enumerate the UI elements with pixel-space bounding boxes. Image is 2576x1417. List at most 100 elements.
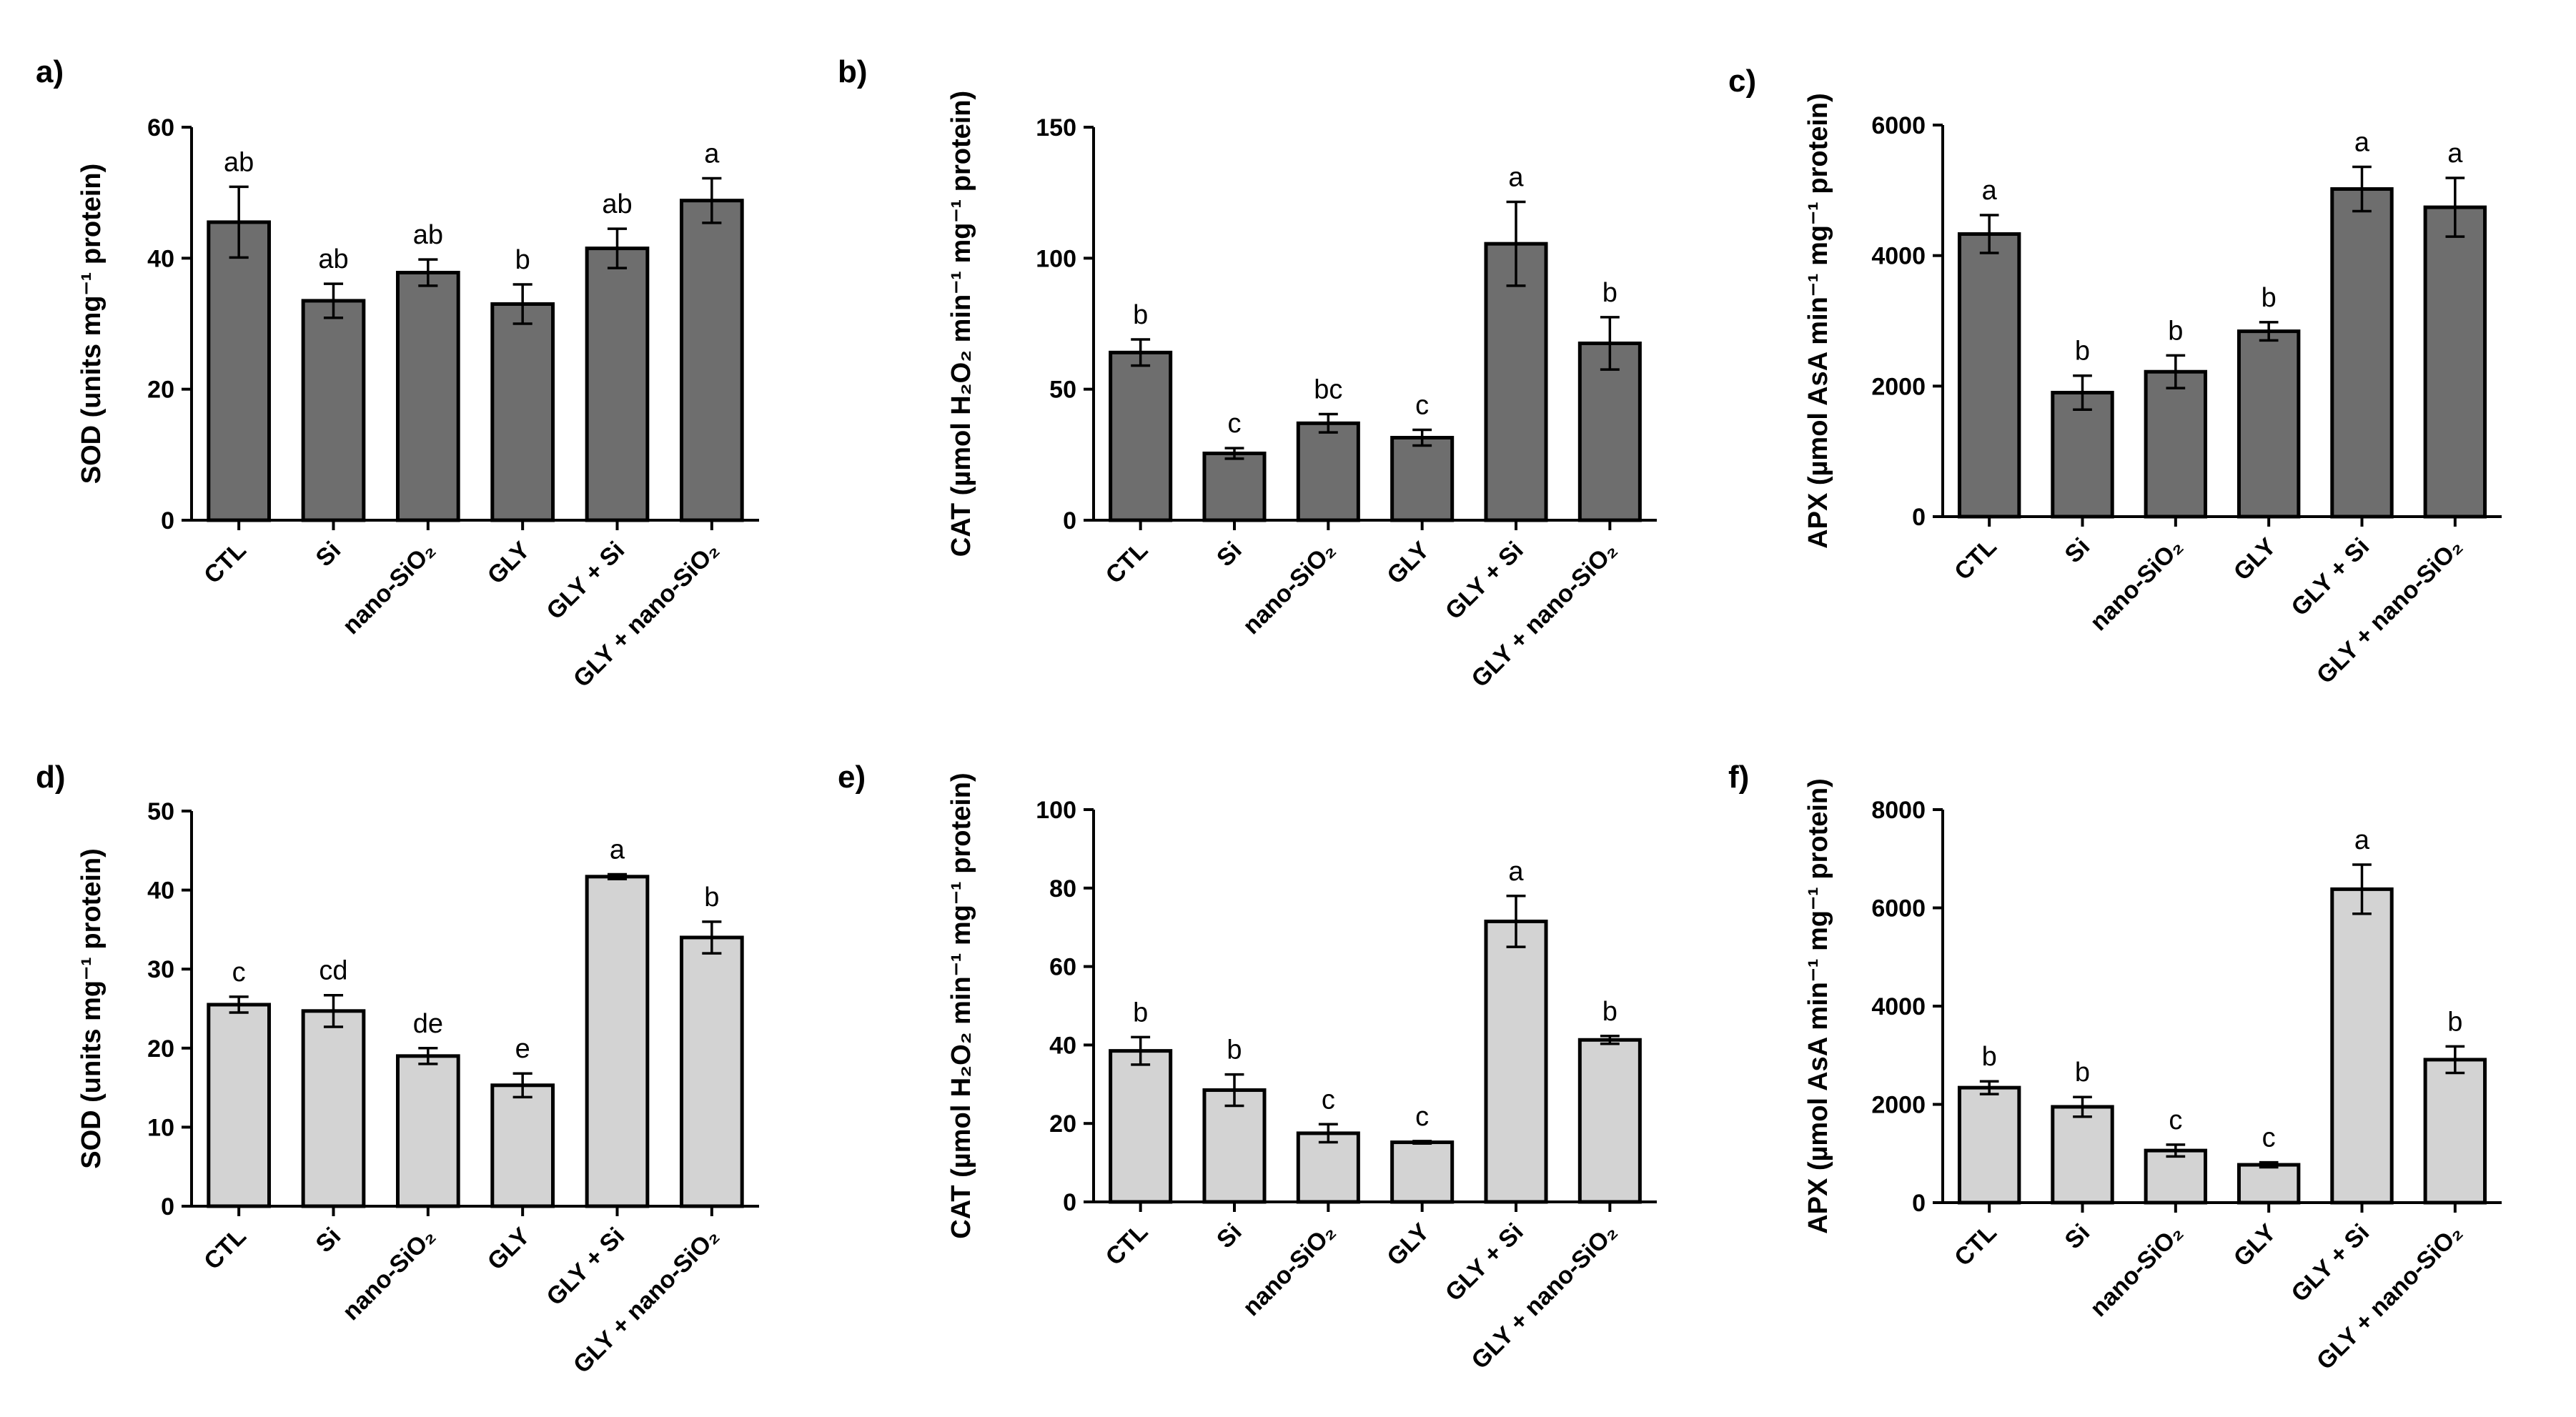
y-tick-label: 0 bbox=[1063, 507, 1076, 535]
category-label: GLY + Si bbox=[2286, 533, 2374, 622]
bar bbox=[2236, 329, 2301, 519]
significance-letter: b bbox=[1602, 997, 1618, 1027]
chart-panel-3: c) 0 2000 4000 6000 APX (µmol AsA min⁻¹ mg⁻¹ … bbox=[1728, 64, 2502, 689]
category-label: nano-SiO₂ bbox=[337, 537, 440, 640]
category-label: Si bbox=[311, 1223, 347, 1258]
y-tick-label: 60 bbox=[1049, 954, 1076, 981]
bar bbox=[1577, 1038, 1642, 1204]
bar bbox=[2144, 1148, 2208, 1205]
category-label: GLY + Si bbox=[1440, 1218, 1529, 1307]
bar bbox=[1957, 232, 2021, 519]
bar bbox=[395, 1054, 460, 1208]
bar bbox=[679, 199, 744, 522]
bar bbox=[2423, 1058, 2487, 1205]
bar bbox=[1202, 452, 1267, 522]
bar bbox=[301, 299, 366, 522]
y-tick-label: 10 bbox=[147, 1114, 174, 1141]
significance-letter: b bbox=[2447, 1007, 2462, 1037]
bar bbox=[1109, 1049, 1173, 1204]
y-tick-label: 150 bbox=[1036, 114, 1076, 141]
bar bbox=[207, 1003, 272, 1208]
category-label: nano-SiO₂ bbox=[1238, 537, 1341, 640]
bar bbox=[1484, 919, 1548, 1204]
category-label: GLY + Si bbox=[1440, 537, 1529, 625]
panel-label: e) bbox=[838, 760, 866, 795]
category-label: GLY + Si bbox=[2286, 1219, 2374, 1308]
panel-label: c) bbox=[1728, 64, 1756, 99]
category-label: CTL bbox=[1101, 1218, 1154, 1271]
bar bbox=[301, 1009, 366, 1208]
bar bbox=[1390, 1140, 1455, 1204]
significance-letter: a bbox=[2354, 127, 2370, 157]
category-label: nano-SiO₂ bbox=[337, 1223, 440, 1326]
y-tick-label: 6000 bbox=[1871, 895, 1926, 923]
significance-letter: c bbox=[1322, 1085, 1335, 1115]
significance-letter: b bbox=[515, 245, 530, 275]
y-tick-label: 8000 bbox=[1871, 797, 1926, 824]
significance-letter: ab bbox=[602, 189, 632, 219]
bar bbox=[679, 935, 744, 1208]
category-label: CTL bbox=[1949, 1219, 2002, 1272]
significance-letter: b bbox=[704, 882, 719, 913]
y-tick-label: 0 bbox=[161, 1193, 174, 1220]
bar bbox=[2051, 1105, 2114, 1205]
significance-letter: a bbox=[1508, 163, 1524, 193]
y-tick-label: 20 bbox=[147, 377, 174, 404]
bar bbox=[395, 271, 460, 522]
y-tick-label: 50 bbox=[1049, 377, 1076, 404]
y-axis-title: APX (µmol AsA min⁻¹ mg⁻¹ protein) bbox=[1803, 93, 1833, 549]
y-tick-label: 50 bbox=[147, 798, 174, 825]
bar bbox=[2330, 887, 2394, 1205]
significance-letter: c bbox=[1415, 1102, 1429, 1132]
significance-letter: b bbox=[2075, 337, 2090, 367]
significance-letter: de bbox=[413, 1009, 443, 1039]
category-label: Si bbox=[311, 537, 347, 572]
bar bbox=[1390, 436, 1455, 522]
bar bbox=[2423, 205, 2487, 519]
category-label: CTL bbox=[1949, 533, 2002, 586]
panel-label: a) bbox=[36, 54, 64, 89]
bar bbox=[585, 247, 650, 522]
category-label: GLY bbox=[1382, 1218, 1435, 1271]
category-label: Si bbox=[1212, 537, 1247, 572]
significance-letter: b bbox=[1133, 998, 1148, 1028]
significance-letter: b bbox=[1982, 1042, 1997, 1072]
significance-letter: bc bbox=[1314, 375, 1342, 405]
significance-letter: a bbox=[610, 835, 625, 865]
y-axis-title: CAT (µmol H₂O₂ min⁻¹ mg⁻¹ protein) bbox=[946, 91, 976, 557]
chart-panel-4: d) 0 10 20 30 40 50 SOD (units mg⁻¹ protein) c CT… bbox=[36, 760, 759, 1378]
y-tick-label: 0 bbox=[161, 507, 174, 535]
significance-letter: b bbox=[1227, 1035, 1242, 1065]
y-axis-title: SOD (units mg⁻¹ protein) bbox=[76, 848, 106, 1169]
category-label: nano-SiO₂ bbox=[2085, 1219, 2188, 1322]
category-label: GLY bbox=[1382, 537, 1435, 590]
bar bbox=[490, 302, 555, 522]
bar bbox=[1957, 1085, 2021, 1205]
category-label: GLY + Si bbox=[541, 537, 630, 625]
bar bbox=[2236, 1163, 2301, 1205]
y-tick-label: 4000 bbox=[1871, 243, 1926, 270]
category-label: Si bbox=[2060, 1219, 2096, 1255]
bar bbox=[1109, 350, 1173, 522]
chart-panel-5: e) 0 20 40 60 80 100 CAT (µmol H₂O₂ min⁻¹ mg⁻¹ … bbox=[838, 760, 1657, 1374]
bar bbox=[1577, 342, 1642, 522]
category-label: GLY + Si bbox=[541, 1223, 630, 1311]
y-tick-label: 0 bbox=[1063, 1189, 1076, 1216]
category-label: GLY bbox=[2229, 1219, 2282, 1272]
y-tick-label: 30 bbox=[147, 956, 174, 983]
significance-letter: e bbox=[515, 1034, 530, 1064]
significance-letter: c bbox=[1228, 409, 1242, 439]
panel-label: d) bbox=[36, 760, 66, 795]
y-tick-label: 40 bbox=[1049, 1032, 1076, 1059]
category-label: CTL bbox=[199, 1223, 252, 1276]
category-label: GLY bbox=[2229, 533, 2282, 586]
significance-letter: c bbox=[2169, 1105, 2182, 1135]
y-tick-label: 80 bbox=[1049, 875, 1076, 903]
significance-letter: c bbox=[2262, 1123, 2276, 1153]
significance-letter: b bbox=[2075, 1058, 2090, 1088]
category-label: CTL bbox=[199, 537, 252, 590]
category-label: Si bbox=[2060, 533, 2096, 569]
bar bbox=[1484, 242, 1548, 522]
y-tick-label: 4000 bbox=[1871, 993, 1926, 1020]
bar bbox=[2051, 390, 2114, 519]
